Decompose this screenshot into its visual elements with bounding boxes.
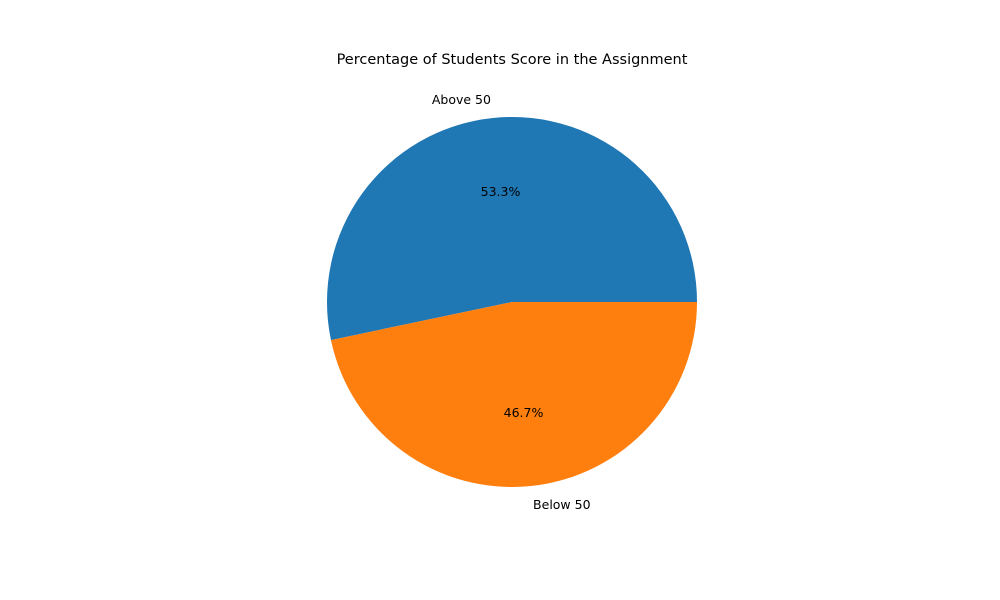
slice-percent-label: 46.7% xyxy=(504,405,544,420)
slice-percent-label: 53.3% xyxy=(481,184,521,199)
pie-slice-above-50 xyxy=(327,116,697,341)
slice-label: Above 50 xyxy=(432,92,491,107)
pie-slices xyxy=(327,116,697,487)
slice-label: Below 50 xyxy=(533,497,591,512)
pie-labels: Above 50 53.3% Below 50 46.7% xyxy=(432,92,591,512)
pie-slice-below-50 xyxy=(330,302,697,487)
chart-title: Percentage of Students Score in the Assi… xyxy=(337,52,688,68)
